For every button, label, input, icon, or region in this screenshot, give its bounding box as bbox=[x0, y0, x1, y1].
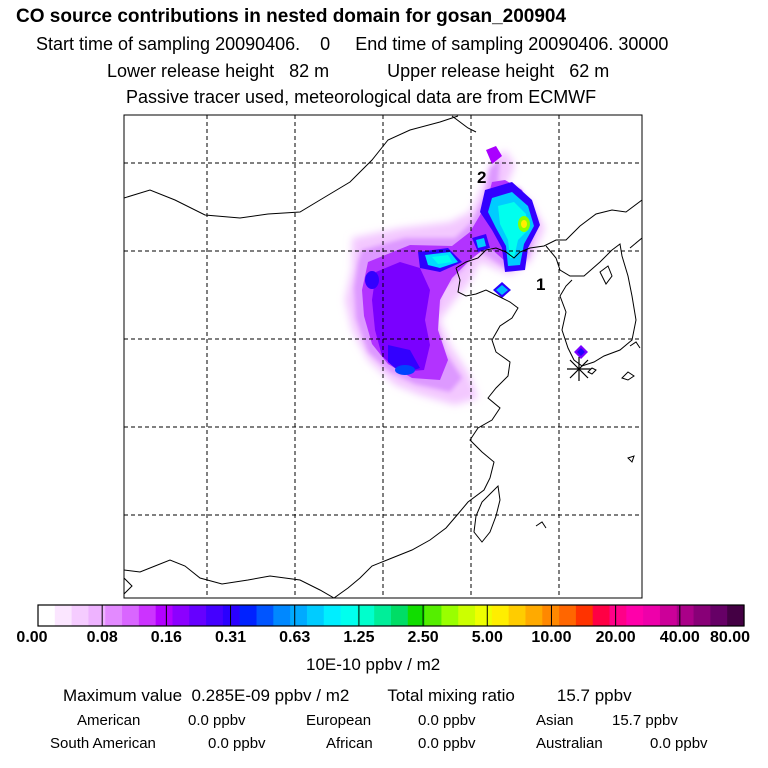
region-value-south-american: 0.0 ppbv bbox=[208, 735, 266, 752]
colorbar-swatch bbox=[626, 605, 644, 626]
colorbar-swatch bbox=[659, 605, 678, 626]
summary-max-line: Maximum value 0.285E-09 ppbv / m2 Total m… bbox=[63, 686, 632, 706]
colorbar-swatch bbox=[122, 605, 140, 626]
colorbar-swatch bbox=[475, 605, 493, 626]
region-value-asian: 15.7 ppbv bbox=[612, 712, 678, 729]
colorbar-tick-label: 10.00 bbox=[531, 629, 572, 646]
total-mixing-label: Total mixing ratio bbox=[387, 686, 515, 705]
colorbar-tick-label: 80.00 bbox=[709, 629, 751, 646]
colorbar-swatch bbox=[239, 605, 258, 626]
colorbar-swatch bbox=[575, 605, 594, 626]
colorbar-swatch bbox=[693, 605, 711, 626]
start-time-label: Start time of sampling 20090406. bbox=[36, 34, 301, 54]
colorbar-tick-label: 0.08 bbox=[86, 629, 118, 646]
colorbar-swatch bbox=[525, 605, 543, 626]
upper-height-value: 62 m bbox=[569, 61, 610, 81]
colorbar-tick-label: 5.00 bbox=[471, 629, 503, 646]
start-time-value: 0 bbox=[320, 34, 331, 54]
colorbar-swatch bbox=[155, 605, 174, 626]
colorbar-swatch bbox=[710, 605, 728, 626]
map-area bbox=[124, 115, 642, 598]
max-value-label: Maximum value bbox=[63, 686, 183, 705]
colorbar-swatch bbox=[374, 605, 392, 626]
colorbar-frame bbox=[37, 604, 745, 627]
lower-height-label: Lower release height bbox=[107, 61, 275, 81]
region-name-asian: Asian bbox=[536, 712, 574, 729]
colorbar-swatch bbox=[676, 605, 695, 626]
region-name-australian: Australian bbox=[536, 735, 603, 752]
map-gridlines bbox=[124, 115, 642, 598]
colorbar-swatch bbox=[38, 605, 56, 626]
sampling-time-line: Start time of sampling 20090406. 0 End t… bbox=[36, 34, 668, 55]
colorbar-swatch bbox=[54, 605, 73, 626]
upper-height-label: Upper release height bbox=[387, 61, 555, 81]
release-height-line: Lower release height 82 m Upper release h… bbox=[107, 61, 609, 82]
colorbar-swatch bbox=[206, 605, 224, 626]
colorbar-unit: 10E-10 ppbv / m2 bbox=[306, 655, 441, 674]
region-value-european: 0.0 ppbv bbox=[418, 712, 476, 729]
region-name-american: American bbox=[77, 712, 141, 729]
region-name-african: African bbox=[326, 735, 373, 752]
colorbar-swatch bbox=[508, 605, 527, 626]
colorbar-tick-label: 0.00 bbox=[16, 629, 48, 646]
colorbar-swatch bbox=[407, 605, 426, 626]
colorbar-swatch bbox=[491, 605, 510, 626]
colorbar-swatch bbox=[256, 605, 274, 626]
colorbar-swatch bbox=[340, 605, 358, 626]
marker-label-1: 1 bbox=[536, 275, 545, 294]
colorbar bbox=[38, 605, 745, 626]
total-mixing-value: 15.7 ppbv bbox=[556, 686, 632, 705]
coastlines bbox=[124, 115, 642, 598]
colorbar-swatch bbox=[643, 605, 661, 626]
colorbar-swatch bbox=[609, 605, 627, 626]
tracer-info-line: Passive tracer used, meteorological data… bbox=[126, 87, 597, 107]
region-value-american: 0.0 ppbv bbox=[188, 712, 246, 729]
colorbar-swatch bbox=[105, 605, 123, 626]
colorbar-swatch bbox=[559, 605, 577, 626]
region-name-european: European bbox=[306, 712, 372, 729]
end-time-label: End time of sampling 20090406. 30000 bbox=[355, 34, 669, 54]
map-frame bbox=[123, 114, 643, 599]
region-name-south-american: South American bbox=[50, 735, 156, 752]
colorbar-swatch bbox=[71, 605, 90, 626]
colorbar-swatch bbox=[172, 605, 190, 626]
colorbar-swatch bbox=[323, 605, 342, 626]
colorbar-swatch bbox=[424, 605, 443, 626]
colorbar-tick-label: 0.16 bbox=[150, 629, 182, 646]
colorbar-tick-label: 40.00 bbox=[659, 629, 700, 646]
colorbar-swatch bbox=[138, 605, 157, 626]
figure-title: CO source contributions in nested domain… bbox=[16, 6, 567, 27]
colorbar-swatch bbox=[458, 605, 476, 626]
colorbar-tick-label: 2.50 bbox=[407, 629, 439, 646]
colorbar-swatch bbox=[592, 605, 611, 626]
colorbar-swatch bbox=[391, 605, 409, 626]
colorbar-swatch bbox=[357, 605, 375, 626]
colorbar-swatch bbox=[441, 605, 459, 626]
colorbar-swatch bbox=[727, 605, 745, 626]
colorbar-swatch bbox=[222, 605, 241, 626]
lower-height-value: 82 m bbox=[289, 61, 330, 81]
region-value-african: 0.0 ppbv bbox=[418, 735, 476, 752]
colorbar-tick-label: 1.25 bbox=[343, 629, 375, 646]
colorbar-swatch bbox=[306, 605, 325, 626]
concentration-plume bbox=[345, 146, 588, 405]
colorbar-swatch bbox=[88, 605, 106, 626]
receptor-asterisk-icon bbox=[567, 357, 591, 381]
colorbar-tick-label: 0.31 bbox=[214, 629, 247, 646]
colorbar-swatch bbox=[189, 605, 207, 626]
region-value-australian: 0.0 ppbv bbox=[650, 735, 708, 752]
colorbar-swatch bbox=[290, 605, 308, 626]
max-value: 0.285E-09 ppbv / m2 bbox=[191, 686, 350, 705]
colorbar-tick-label: 0.63 bbox=[279, 629, 311, 646]
colorbar-swatch bbox=[273, 605, 291, 626]
colorbar-tick-label: 20.00 bbox=[595, 629, 636, 646]
marker-label-2: 2 bbox=[477, 168, 486, 187]
